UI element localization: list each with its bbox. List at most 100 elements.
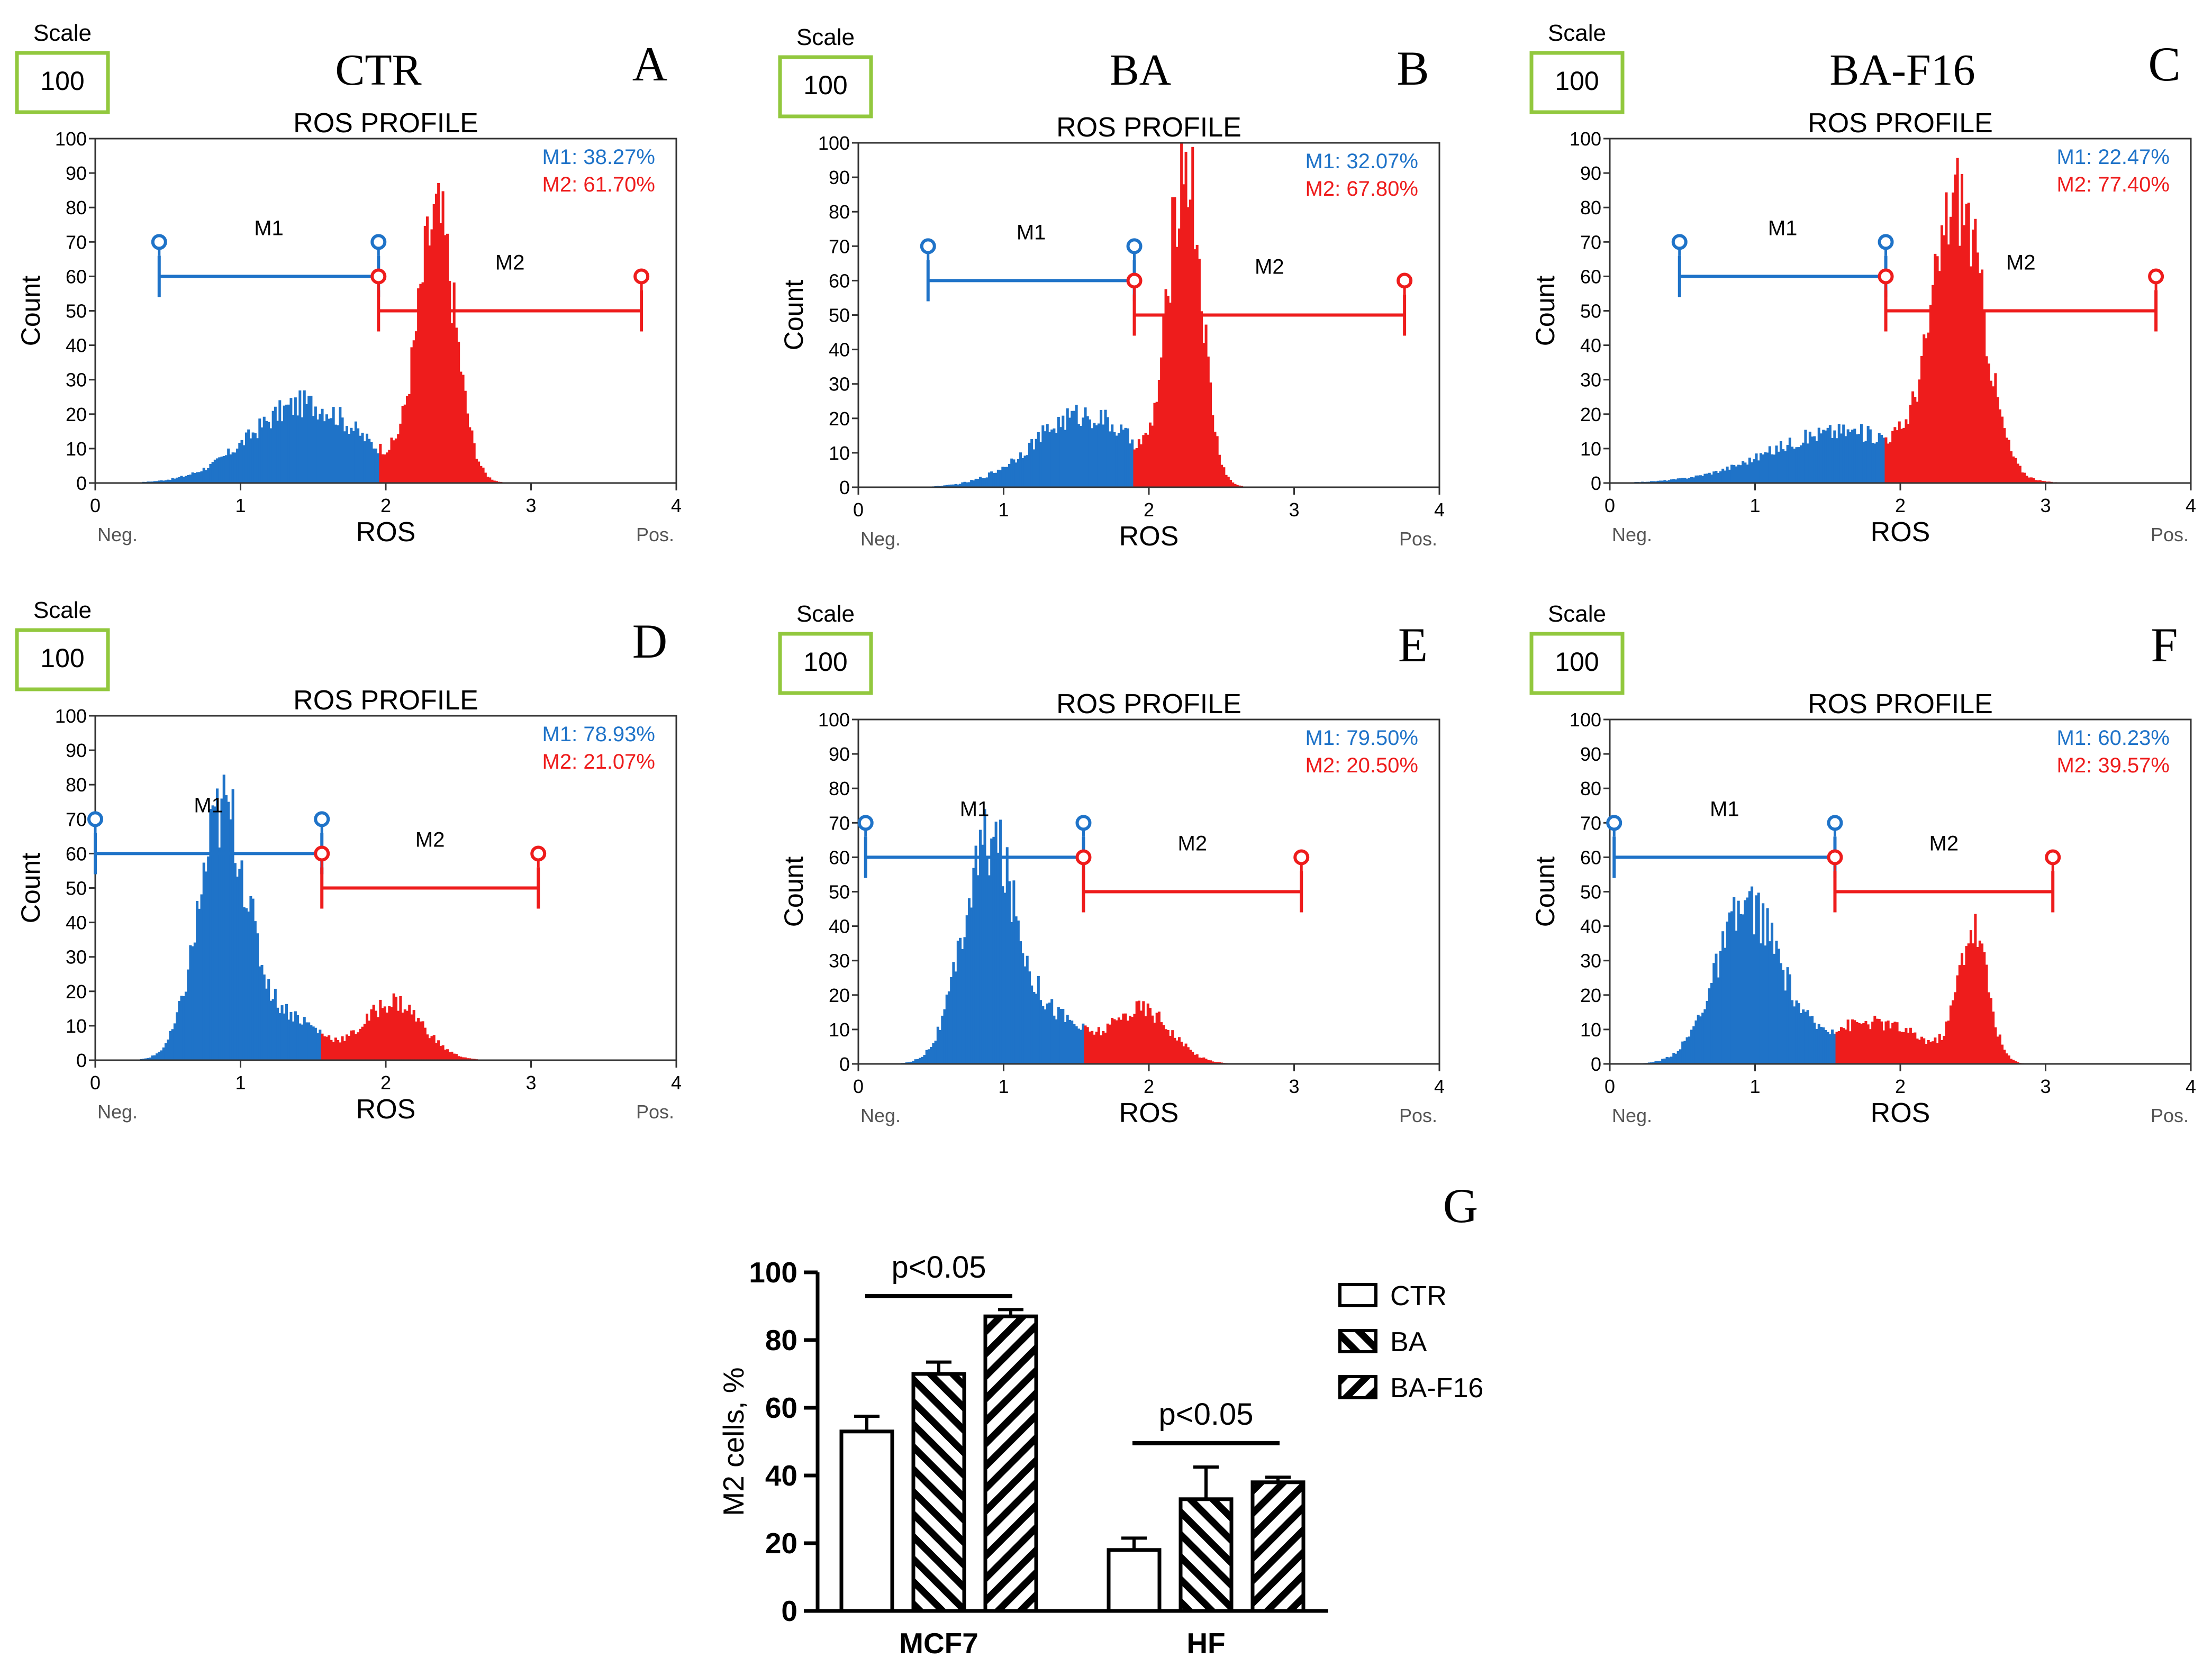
histogram-bin: [227, 448, 230, 483]
histogram-bin: [972, 868, 975, 1064]
histogram-bin: [1837, 424, 1841, 483]
histogram-bin: [981, 844, 984, 1064]
histogram-bin: [191, 472, 194, 483]
histogram-bin: [169, 1031, 172, 1060]
histogram-bin: [339, 1042, 342, 1060]
histogram-bin: [386, 452, 389, 483]
histogram-bin: [1035, 994, 1038, 1064]
histogram-bin: [999, 819, 1002, 1064]
histogram-bin: [1694, 1020, 1698, 1064]
histogram-bin: [1724, 948, 1727, 1064]
histogram-bin: [1791, 447, 1794, 483]
histogram-bin: [1974, 914, 1977, 1064]
histogram-bin: [1808, 1016, 1811, 1064]
histogram-bin: [945, 485, 948, 487]
histogram-bin: [925, 1050, 928, 1064]
histogram-bin: [1189, 1050, 1192, 1064]
histogram-bin: [1771, 454, 1774, 483]
histogram-bin: [1956, 975, 1959, 1064]
histogram-bin: [1900, 1032, 1903, 1064]
histogram-bin: [233, 863, 237, 1060]
scale-label: Scale: [1548, 601, 1606, 627]
histogram-bin: [334, 1037, 337, 1060]
histogram-bin: [202, 862, 205, 1060]
x-tick-label: 1: [235, 1072, 246, 1094]
y-tick-label: 60: [1580, 266, 1601, 287]
y-tick-label: 0: [1591, 472, 1601, 494]
histogram-bin: [1943, 235, 1946, 483]
histogram-bin: [2029, 477, 2033, 483]
x-tick-label: MCF7: [899, 1627, 978, 1660]
histogram-bin: [209, 809, 212, 1060]
gate-percent-m1: M1: 22.47%: [2057, 145, 2170, 169]
neg-label: Neg.: [860, 1105, 901, 1126]
histogram-bin: [1779, 963, 1782, 1064]
histogram-bin: [1857, 1023, 1861, 1064]
y-tick-label: 70: [829, 812, 850, 834]
histogram-bars: [1634, 158, 2057, 484]
histogram-bin: [238, 869, 241, 1060]
x-tick-label: 4: [1434, 499, 1445, 521]
histogram-bin: [1191, 1051, 1194, 1064]
histogram-bin: [1898, 421, 1901, 483]
histogram-bin: [1191, 147, 1194, 487]
histogram-bin: [1866, 1024, 1870, 1064]
histogram-bin: [1124, 427, 1127, 487]
neg-label: Neg.: [97, 1101, 138, 1123]
histogram-bin: [443, 1049, 447, 1060]
histogram-bin: [428, 245, 431, 483]
histogram-bin: [370, 1009, 373, 1060]
panel-letter-b: B: [1397, 41, 1429, 95]
histogram-bin: [189, 474, 192, 483]
histogram-bin: [421, 1021, 424, 1060]
histogram-bin: [337, 1040, 340, 1060]
histogram-bin: [1088, 419, 1091, 487]
histogram-bin: [1882, 1030, 1885, 1064]
histogram-bin: [240, 440, 243, 483]
scale-box: [15, 51, 110, 114]
histogram-bin: [176, 477, 179, 483]
scale-box: [1529, 51, 1625, 114]
histogram-bin: [1690, 1030, 1693, 1064]
histogram-bin: [151, 1055, 154, 1060]
histogram-bin: [1142, 435, 1145, 487]
gate-label-m2: M2: [2006, 251, 2036, 274]
histogram-bin: [332, 407, 335, 483]
histogram-bin: [1784, 990, 1787, 1064]
histogram-bin: [428, 1038, 431, 1060]
histogram-bin: [1916, 1039, 1919, 1064]
gate-marker-m1: M1: [151, 216, 387, 297]
histogram-bin: [312, 416, 315, 483]
histogram-bin: [198, 472, 201, 483]
histogram-bin: [310, 396, 313, 483]
histogram-bin: [1797, 1003, 1800, 1064]
histogram-bin: [361, 1026, 364, 1060]
histogram-bin: [996, 852, 1000, 1064]
scale-label: Scale: [796, 601, 855, 627]
histogram-bin: [1804, 430, 1807, 483]
y-tick-label: 0: [839, 477, 850, 498]
histogram-bin: [1839, 1027, 1843, 1064]
y-tick-label: 20: [1580, 985, 1601, 1006]
histogram-bin: [204, 470, 207, 483]
histogram-bin: [1844, 1030, 1847, 1064]
histogram-bin: [1932, 1041, 1935, 1064]
histogram-bin: [1102, 1031, 1105, 1064]
histogram-bin: [1978, 940, 1981, 1064]
histogram-bin: [1932, 285, 1935, 483]
y-tick-label: 0: [839, 1053, 850, 1075]
histogram-bin: [276, 421, 279, 483]
histogram-bin: [1813, 1023, 1816, 1064]
histogram-bin: [1211, 1061, 1214, 1064]
histogram-bin: [1177, 1037, 1181, 1064]
histogram-bin: [1039, 1000, 1042, 1064]
histogram-bin: [1017, 921, 1020, 1064]
histogram-bin: [390, 1007, 393, 1060]
histogram-bin: [1846, 429, 1850, 483]
histogram-bin: [269, 1000, 273, 1060]
histogram-bin: [1084, 1025, 1087, 1064]
histogram-bin: [1140, 444, 1143, 487]
histogram-bin: [1989, 380, 1992, 483]
histogram-bin: [1701, 1013, 1705, 1064]
histogram-bin: [274, 406, 277, 483]
